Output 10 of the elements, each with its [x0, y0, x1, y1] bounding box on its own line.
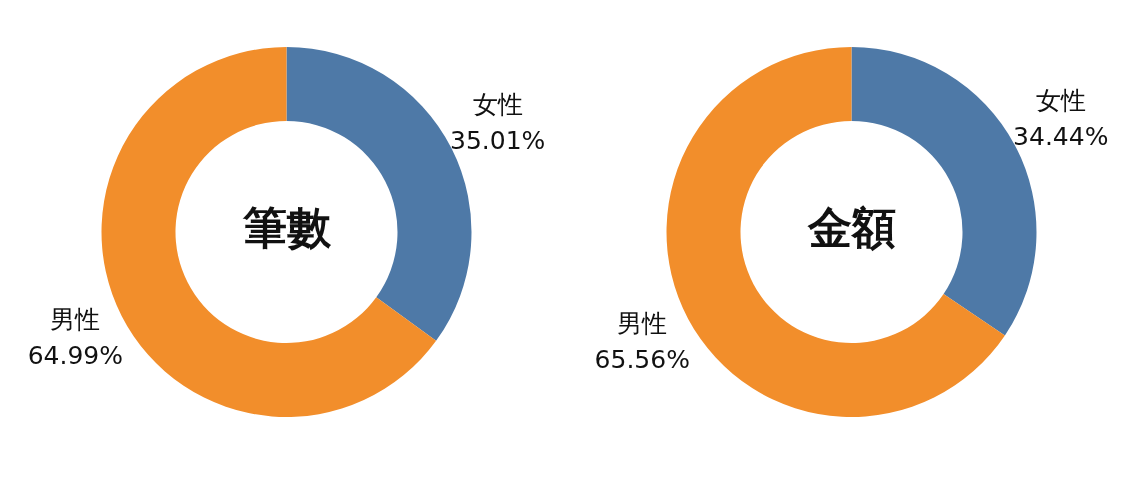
slice-label: 男性 — [617, 308, 668, 338]
slice-label: 女性 — [1035, 86, 1086, 116]
data-label: 65.56% — [594, 344, 690, 374]
data-label: 34.44% — [1013, 122, 1109, 152]
data-label: 35.01% — [450, 125, 546, 155]
text: 筆數 — [241, 202, 332, 254]
data-label: 64.99% — [27, 341, 123, 371]
text: 金額 — [806, 202, 896, 254]
slice-label: 女性 — [472, 89, 523, 119]
slice-label: 男性 — [50, 305, 101, 335]
